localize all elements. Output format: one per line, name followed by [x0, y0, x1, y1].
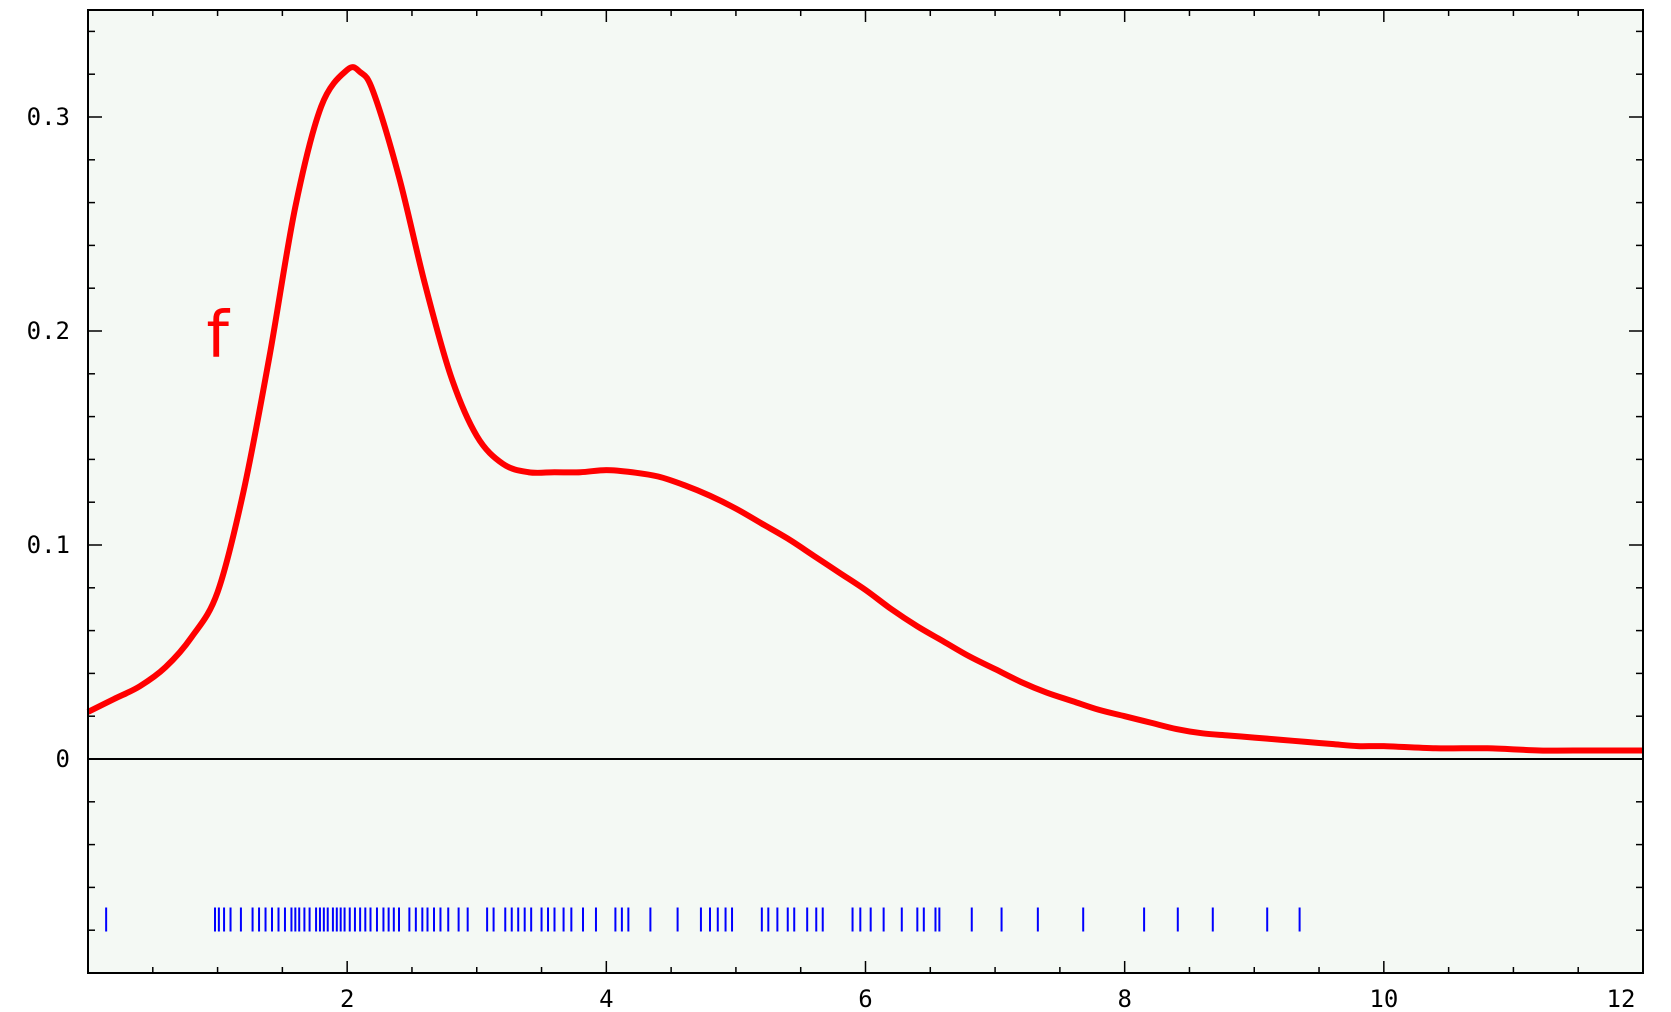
x-tick-label: 12: [1607, 985, 1636, 1012]
x-tick-label: 2: [340, 985, 354, 1012]
x-tick-label: 8: [1117, 985, 1131, 1012]
x-tick-label: 4: [599, 985, 613, 1012]
x-tick-label: 6: [858, 985, 872, 1012]
curve-label-f: f: [206, 299, 230, 373]
y-axis-tick-labels: 0 0.1 0.2 0.3: [27, 103, 70, 773]
plot-area-background: [88, 10, 1643, 973]
plot-frame: [87, 9, 1644, 974]
y-tick-label: 0.3: [27, 103, 70, 131]
y-tick-label: 0.2: [27, 317, 70, 345]
y-tick-label: 0.1: [27, 531, 70, 559]
x-axis-tick-labels: 2 4 6 8 10 12: [340, 985, 1636, 1012]
x-tick-label: 10: [1369, 985, 1398, 1012]
data-rug: [105, 907, 1301, 932]
series-line-f: [86, 64, 1643, 754]
y-tick-label: 0: [56, 745, 70, 773]
